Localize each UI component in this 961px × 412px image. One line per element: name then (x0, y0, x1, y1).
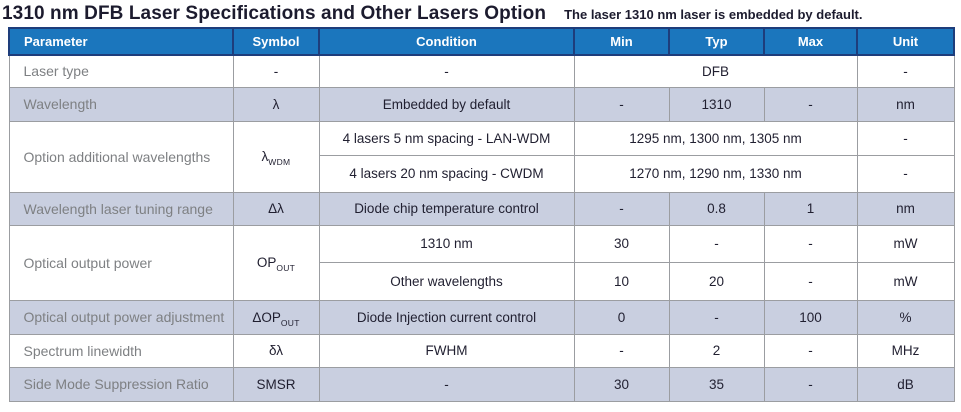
table-row-laser-type: Laser type - - DFB - (8, 54, 955, 88)
max-cell: - (763, 86, 858, 122)
condition-cell: Other wavelengths (318, 261, 575, 301)
unit-cell: - (856, 120, 955, 156)
unit-cell: mW (856, 261, 955, 301)
typ-cell: 35 (668, 366, 765, 402)
min-cell: - (573, 86, 670, 122)
title-bar: 1310 nm DFB Laser Specifications and Oth… (0, 0, 961, 27)
unit-cell: nm (856, 191, 955, 226)
table-row-option-wavelengths-cwdm: 4 lasers 20 nm spacing - CWDM 1270 nm, 1… (9, 154, 955, 193)
symbol-base: ΔOP (252, 309, 281, 325)
parameter-cell: Wavelength laser tuning range (8, 191, 234, 226)
parameter-cell: Optical output power (8, 224, 234, 301)
table-row-tuning-range: Wavelength laser tuning range Δλ Diode c… (8, 191, 955, 226)
typ-cell: - (668, 299, 765, 335)
unit-cell: - (856, 154, 955, 193)
condition-cell: Diode chip temperature control (318, 191, 575, 226)
header-row: Parameter Symbol Condition Min Typ Max U… (8, 27, 955, 56)
parameter-cell: Option additional wavelengths (8, 120, 234, 193)
condition-cell: 4 lasers 20 nm spacing - CWDM (318, 154, 575, 193)
symbol-subscript: OUT (276, 263, 296, 273)
symbol-cell: λWDM (232, 120, 320, 193)
header-cell-condition: Condition (318, 27, 575, 56)
unit-cell: % (856, 299, 955, 335)
spec-table: Parameter Symbol Condition Min Typ Max U… (8, 27, 955, 402)
symbol-subscript: WDM (268, 157, 291, 167)
unit-cell: mW (856, 224, 955, 263)
header-cell-unit: Unit (856, 27, 955, 56)
max-cell: 1 (763, 191, 858, 226)
header-cell-max: Max (763, 27, 858, 56)
condition-cell: FWHM (318, 333, 575, 368)
typ-cell: 1310 (668, 86, 765, 122)
min-cell: 30 (573, 224, 670, 263)
min-cell: 0 (573, 299, 670, 335)
table-row-wavelength: Wavelength λ Embedded by default - 1310 … (8, 86, 955, 122)
min-cell: 30 (573, 366, 670, 402)
symbol-cell: Δλ (232, 191, 320, 226)
min-cell: - (573, 191, 670, 226)
range-cell: 1270 nm, 1290 nm, 1330 nm (573, 154, 858, 193)
condition-cell: 4 lasers 5 nm spacing - LAN-WDM (318, 120, 575, 156)
min-cell: 10 (573, 261, 670, 301)
parameter-cell: Optical output power adjustment (8, 299, 234, 335)
header-cell-symbol: Symbol (232, 27, 320, 56)
header-cell-parameter: Parameter (8, 27, 234, 56)
parameter-cell: Spectrum linewidth (8, 333, 234, 368)
page-title: 1310 nm DFB Laser Specifications and Oth… (2, 3, 547, 24)
range-cell: 1295 nm, 1300 nm, 1305 nm (573, 120, 858, 156)
table-row-spectrum-linewidth: Spectrum linewidth δλ FWHM - 2 - MHz (8, 333, 955, 368)
typ-cell: 2 (668, 333, 765, 368)
parameter-cell: Wavelength (8, 86, 234, 122)
condition-cell: - (318, 366, 575, 402)
symbol-subscript: OUT (280, 317, 300, 328)
symbol-cell: λ (232, 86, 320, 122)
table-row-power-adjustment: Optical output power adjustment ΔOPOUT D… (8, 299, 955, 335)
max-cell: - (763, 224, 858, 263)
header-cell-min: Min (573, 27, 670, 56)
symbol-cell: SMSR (232, 366, 320, 402)
min-cell: - (573, 333, 670, 368)
max-cell: - (763, 261, 858, 301)
symbol-base: OP (256, 255, 277, 270)
symbol-cell: OPOUT (232, 224, 320, 301)
header-cell-typ: Typ (668, 27, 765, 56)
unit-cell: nm (856, 86, 955, 122)
page-subtitle: The laser 1310 nm laser is embedded by d… (564, 7, 863, 22)
symbol-cell: ΔOPOUT (232, 299, 320, 335)
typ-cell: - (668, 224, 765, 263)
condition-cell: - (318, 54, 575, 88)
parameter-cell: Laser type (8, 54, 234, 88)
max-cell: - (763, 333, 858, 368)
unit-cell: dB (856, 366, 955, 402)
unit-cell: MHz (856, 333, 955, 368)
condition-cell: Diode Injection current control (318, 299, 575, 335)
table-row-smsr: Side Mode Suppression Ratio SMSR - 30 35… (8, 366, 955, 402)
max-cell: - (763, 366, 858, 402)
parameter-cell: Side Mode Suppression Ratio (8, 366, 234, 402)
range-cell: DFB (573, 54, 858, 88)
typ-cell: 0.8 (668, 191, 765, 226)
unit-cell: - (856, 54, 955, 88)
symbol-cell: δλ (232, 333, 320, 368)
max-cell: 100 (763, 299, 858, 335)
condition-cell: 1310 nm (318, 224, 575, 263)
table-row-option-wavelengths-lan-wdm: Option additional wavelengths λWDM 4 las… (8, 120, 955, 193)
symbol-base: λ (261, 149, 269, 164)
symbol-cell: - (232, 54, 320, 88)
condition-cell: Embedded by default (318, 86, 575, 122)
table-row-output-power-1310: Optical output power OPOUT 1310 nm 30 - … (8, 224, 955, 301)
typ-cell: 20 (668, 261, 765, 301)
